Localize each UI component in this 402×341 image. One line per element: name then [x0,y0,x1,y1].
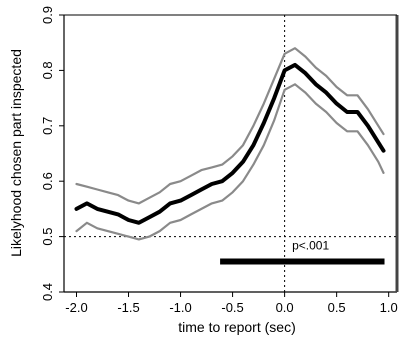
x-tick-label: -0.5 [221,300,243,315]
y-tick-label: 0.4 [40,283,55,301]
x-axis-label: time to report (sec) [178,319,295,335]
y-axis-label: Likelyhood chosen part inspected [8,49,24,257]
mean-line [74,62,386,225]
y-tick-label: 0.7 [40,117,55,135]
lower-error-line [75,83,385,241]
y-tick-label: 0.8 [40,61,55,79]
series-lines [74,47,386,241]
x-tick-label: -2.0 [65,300,87,315]
axes [59,14,399,297]
upper-error-line [75,47,385,205]
x-tick-label: -1.5 [117,300,139,315]
x-tick-label: 0.0 [276,300,294,315]
significance-bar-group: p<.001 [220,239,385,265]
y-tick-label: 0.9 [40,6,55,24]
y-tick-label: 0.5 [40,228,55,246]
significance-label: p<.001 [292,239,329,253]
x-tick-label: -1.0 [169,300,191,315]
x-tick-label: 0.5 [328,300,346,315]
x-tick-label: 1.0 [380,300,398,315]
reference-lines [64,15,397,292]
tick-labels: 0.4 0.5 0.6 0.7 0.8 0.9 -2.0 -1.5 -1.0 -0.5 0.0 0.5… [40,6,398,315]
y-tick-label: 0.6 [40,172,55,190]
